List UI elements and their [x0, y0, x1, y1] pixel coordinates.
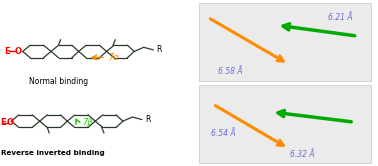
Text: 6.32 Å: 6.32 Å — [290, 150, 315, 159]
Text: R: R — [156, 45, 161, 54]
Text: O: O — [15, 47, 22, 56]
Text: 6.21 Å: 6.21 Å — [328, 13, 353, 22]
Text: 6.54 Å: 6.54 Å — [211, 128, 235, 138]
Text: 7α: 7α — [108, 53, 119, 62]
Text: O: O — [6, 118, 13, 127]
Text: R: R — [145, 115, 150, 124]
FancyBboxPatch shape — [199, 85, 371, 163]
FancyBboxPatch shape — [199, 3, 371, 81]
Text: E: E — [4, 47, 9, 56]
Text: 7β: 7β — [82, 118, 93, 127]
Text: Reverse inverted binding: Reverse inverted binding — [1, 150, 105, 156]
Text: 6.58 Å: 6.58 Å — [218, 67, 242, 76]
Text: E: E — [0, 118, 6, 127]
Text: Normal binding: Normal binding — [29, 77, 88, 86]
